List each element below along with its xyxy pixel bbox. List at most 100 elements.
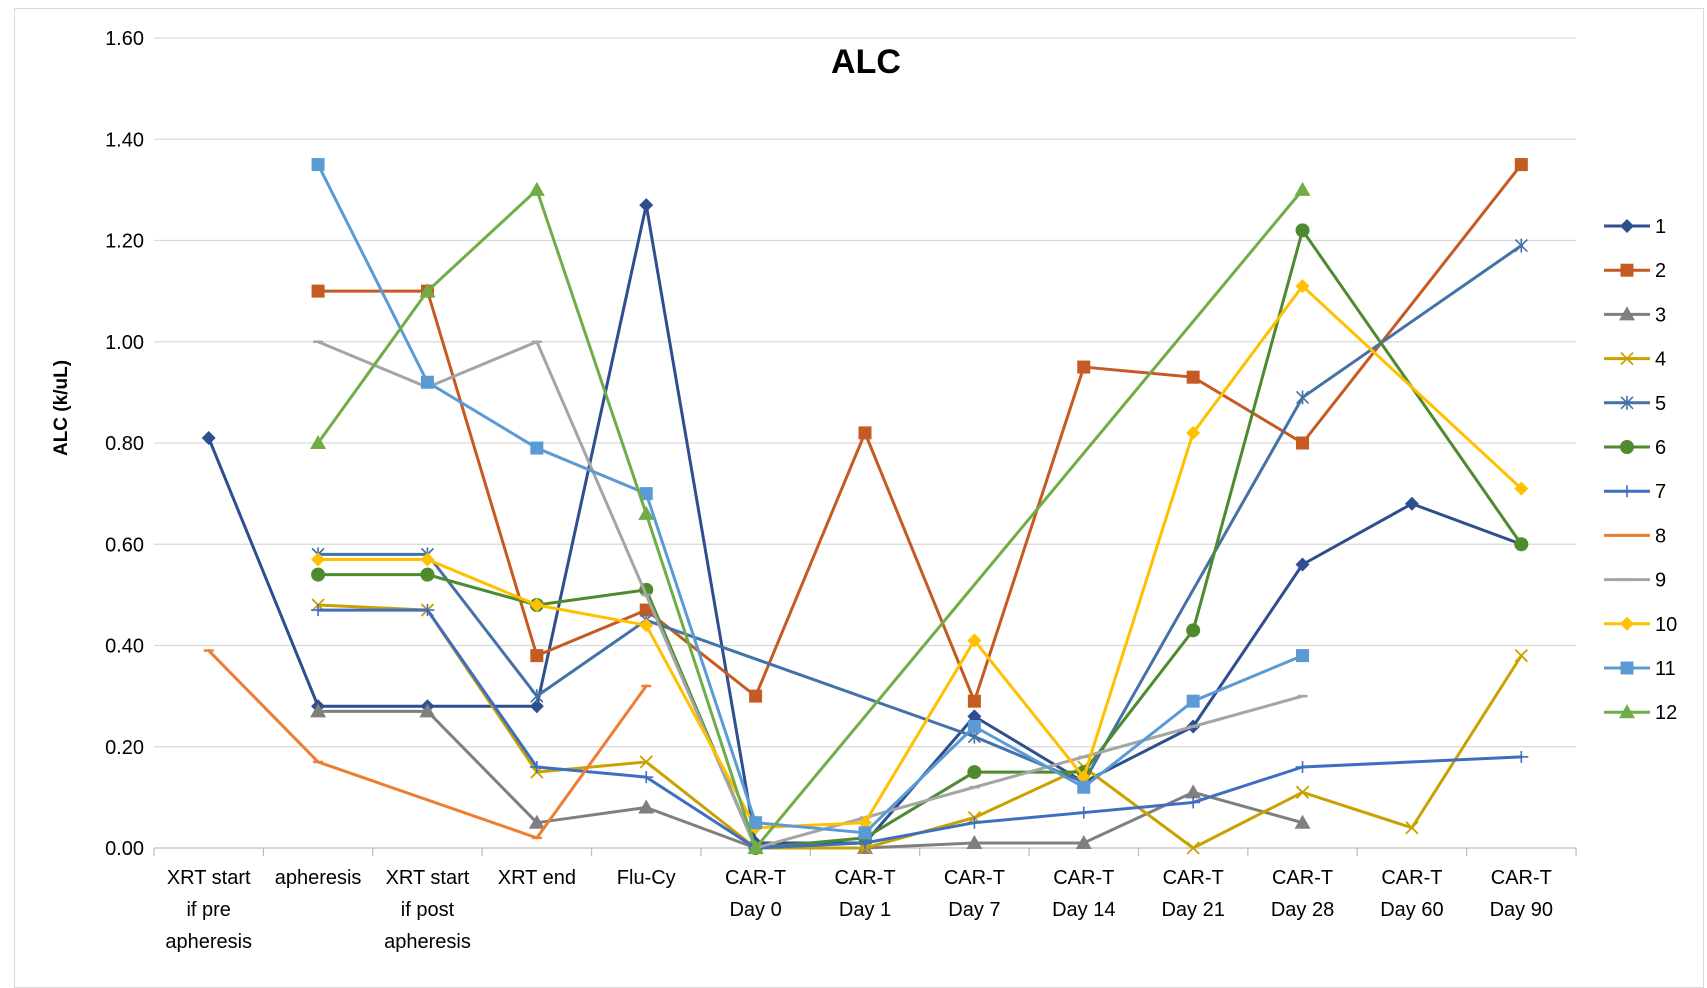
data-point — [967, 720, 981, 733]
data-point — [311, 604, 326, 617]
series-8 — [203, 649, 652, 840]
legend-entry: 5 — [1604, 393, 1666, 415]
data-point — [311, 158, 325, 172]
x-tick-label: CAR-T Day 7 — [944, 867, 1005, 921]
y-tick-label: 1.00 — [105, 332, 144, 354]
legend-entry: 10 — [1604, 614, 1677, 636]
x-tick-label-line: Day 28 — [1271, 899, 1334, 921]
series-4 — [311, 598, 1528, 855]
data-point — [529, 761, 544, 773]
x-tick-label-line: apheresis — [384, 931, 471, 953]
data-point — [967, 694, 981, 708]
x-tick-label: CAR-T Day 21 — [1161, 867, 1224, 921]
data-point — [1294, 181, 1311, 196]
data-point — [967, 633, 982, 648]
x-tick-label-line: Day 1 — [839, 899, 891, 921]
data-point — [311, 552, 326, 567]
data-point — [530, 441, 544, 455]
data-point — [1295, 223, 1310, 238]
data-point — [1514, 238, 1528, 253]
data-point — [419, 703, 436, 718]
x-tick-label-line: Flu-Cy — [617, 867, 676, 889]
x-tick-label: XRT start if pre apheresis — [165, 867, 252, 953]
x-tick-label-line: apheresis — [275, 867, 362, 889]
y-tick-label: 0.60 — [105, 534, 144, 556]
series-line — [316, 340, 1305, 850]
x-tick-label: CAR-T Day 90 — [1490, 867, 1553, 921]
series-line — [316, 163, 1305, 835]
series-line — [316, 188, 1305, 850]
series-2 — [311, 158, 1528, 708]
series-1 — [201, 198, 1529, 850]
legend-entry: 3 — [1604, 304, 1666, 326]
y-axis-ticks: 0.00 0.20 0.40 0.60 0.80 1.00 1.20 1.40 1.60 — [105, 28, 144, 860]
data-point — [967, 709, 982, 724]
data-point — [858, 826, 872, 840]
data-point — [1295, 761, 1310, 773]
data-point — [311, 567, 326, 582]
series-line — [316, 244, 1523, 784]
x-tick-label: CAR-T Day 1 — [834, 867, 895, 921]
data-point — [858, 426, 872, 440]
data-point — [1296, 649, 1310, 663]
data-point — [749, 816, 763, 830]
series-7 — [311, 604, 1529, 854]
data-point — [639, 198, 654, 213]
data-point — [749, 689, 763, 703]
legend-label: 4 — [1655, 349, 1666, 371]
legend-entry: 1 — [1604, 216, 1666, 238]
data-point — [1185, 784, 1202, 799]
x-tick-label-line: XRT start — [386, 867, 470, 889]
data-point — [638, 505, 655, 520]
legend-label: 12 — [1655, 702, 1677, 724]
legend-entry: 6 — [1604, 437, 1666, 459]
data-point — [639, 603, 653, 617]
legend-label: 2 — [1655, 260, 1666, 282]
x-tick-label-line: CAR-T — [834, 867, 895, 889]
data-point — [747, 840, 764, 854]
data-point — [1186, 425, 1201, 440]
data-point — [420, 552, 435, 567]
data-point — [529, 699, 544, 714]
data-point — [1514, 537, 1529, 552]
legend-label: 8 — [1655, 525, 1666, 547]
data-point — [528, 814, 545, 829]
series-9 — [313, 340, 1308, 850]
data-point — [420, 567, 435, 582]
series-line — [316, 163, 1523, 703]
x-tick-label-line: apheresis — [165, 931, 252, 953]
data-point — [1620, 219, 1634, 233]
data-point — [1296, 436, 1310, 450]
series-lines — [201, 158, 1529, 855]
legend-label: 6 — [1655, 437, 1666, 459]
data-point — [858, 815, 872, 830]
data-point — [1077, 780, 1091, 794]
x-tick-label-line: Day 90 — [1490, 899, 1553, 921]
x-tick-label-line: CAR-T — [725, 867, 786, 889]
y-tick-label: 0.80 — [105, 433, 144, 455]
legend-entry: 11 — [1604, 658, 1676, 680]
y-tick-label: 0.20 — [105, 737, 144, 759]
data-point — [966, 834, 983, 849]
data-point — [1186, 370, 1200, 384]
x-tick-label-line: CAR-T — [1491, 867, 1552, 889]
y-tick-label: 1.20 — [105, 231, 144, 253]
data-point — [1295, 557, 1310, 572]
data-point — [1620, 661, 1634, 675]
data-point — [967, 765, 982, 780]
x-tick-label-line: Day 7 — [948, 899, 1000, 921]
data-point — [1295, 785, 1310, 799]
data-point — [639, 755, 653, 769]
data-point — [1186, 841, 1200, 855]
x-tick-label: XRT start if post apheresis — [384, 867, 471, 953]
legend-label: 9 — [1655, 570, 1666, 592]
data-point — [530, 689, 544, 704]
data-point — [311, 284, 325, 298]
x-tick-label-line: Day 60 — [1380, 899, 1443, 921]
data-point — [638, 799, 655, 814]
legend-entry: 7 — [1604, 481, 1666, 503]
data-point — [528, 181, 545, 196]
legend-label: 3 — [1655, 304, 1666, 326]
chart-title: ALC — [831, 43, 901, 81]
data-point — [1514, 158, 1528, 172]
